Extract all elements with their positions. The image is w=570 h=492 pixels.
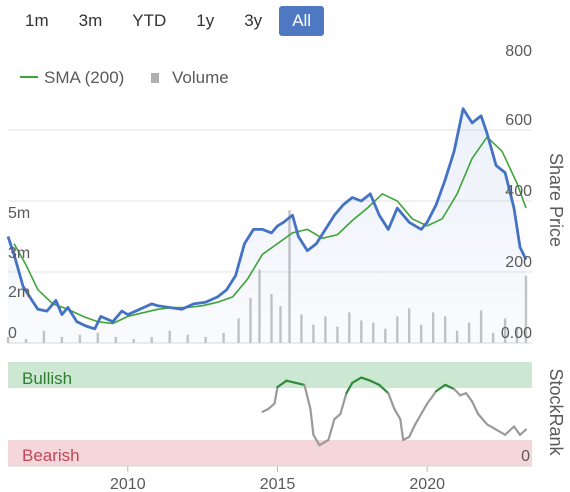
stockrank-segment: [420, 402, 429, 416]
stockrank-segment: [512, 425, 522, 436]
stockrank-segment: [453, 387, 462, 397]
bearish-label: Bearish: [22, 446, 80, 465]
bearish-band: [8, 440, 532, 466]
price-tick-label: 200: [505, 254, 532, 271]
share-price-line: [6, 107, 528, 331]
stockrank-segment: [504, 425, 516, 436]
stockrank-segment: [486, 423, 498, 431]
volume-tick-label: 5m: [8, 205, 30, 222]
stockrank-segment: [369, 379, 381, 386]
volume-tick-label: 3m: [8, 245, 30, 262]
stockrank-segment: [387, 392, 396, 410]
range-tab-ytd[interactable]: YTD: [132, 11, 167, 30]
legend-volume-swatch: [151, 73, 159, 83]
stockrank-segment: [399, 418, 405, 442]
volume-tick-label: 2m: [8, 284, 30, 301]
stockrank-segment: [261, 407, 270, 413]
stockrank-segment: [339, 392, 348, 416]
range-tab-3m[interactable]: 3m: [78, 11, 103, 30]
sma-line: [13, 135, 527, 325]
stockrank-segment: [414, 412, 423, 426]
stockrank-segment: [276, 379, 288, 389]
stockrank-segment: [267, 402, 276, 410]
stockrank-segment: [273, 385, 279, 405]
stockrank-segment: [408, 423, 417, 438]
chart-legend: SMA (200) Volume: [20, 68, 229, 87]
x-tick-label: 2015: [260, 476, 296, 492]
range-tab-3y[interactable]: 3y: [244, 11, 263, 30]
stockrank-zero-label: 0: [521, 448, 530, 465]
volume-tick-label: 0: [8, 325, 17, 342]
stockrank-segment: [495, 428, 507, 436]
range-tab-1m[interactable]: 1m: [25, 11, 49, 30]
stockrank-segment: [471, 400, 480, 416]
stockrank-segment: [333, 412, 342, 421]
stockrank-segment: [312, 433, 321, 447]
legend-volume-label: Volume: [172, 68, 229, 87]
x-tick-label: 2010: [110, 476, 146, 492]
stockrank-line: [261, 376, 528, 447]
stockrank-segment: [444, 383, 456, 391]
stockrank-segment: [402, 435, 411, 442]
stockrank-segment: [393, 407, 402, 421]
price-tick-label: 600: [505, 112, 532, 129]
range-selector: 1m 3m YTD 1y 3y All: [12, 6, 325, 36]
stockrank-axis-title: StockRank: [546, 368, 566, 456]
stockrank-segment: [327, 418, 336, 442]
stockrank-segment: [294, 381, 306, 386]
stockrank-segment: [477, 412, 489, 426]
bullish-label: Bullish: [22, 369, 72, 388]
price-tick-label: 400: [505, 183, 532, 200]
share-price-axis-title: Share Price: [546, 153, 566, 247]
stockrank-segment: [303, 383, 312, 410]
price-area: [8, 108, 526, 343]
stockrank-segment: [285, 379, 297, 384]
range-tab-all[interactable]: All: [279, 6, 325, 36]
stockrank-segment: [435, 383, 447, 393]
stockrank-segment: [345, 381, 354, 395]
stockrank-segment: [318, 438, 330, 447]
price-tick-label: 800: [505, 43, 532, 60]
legend-sma-label: SMA (200): [44, 68, 124, 87]
stockrank-segment: [518, 428, 528, 436]
bullish-band: [8, 362, 532, 388]
stockrank-segment: [309, 407, 315, 436]
stockrank-segment: [378, 383, 390, 395]
range-tab-1y[interactable]: 1y: [196, 11, 215, 30]
price-zero-label: 0.00: [501, 325, 532, 342]
stockrank-segment: [360, 376, 372, 382]
x-tick-label: 2020: [409, 476, 445, 492]
stockrank-segment: [426, 390, 438, 405]
stockrank-segment: [465, 392, 474, 403]
x-axis: 2010 2015 2020: [110, 466, 445, 492]
stockrank-segment: [351, 376, 363, 384]
